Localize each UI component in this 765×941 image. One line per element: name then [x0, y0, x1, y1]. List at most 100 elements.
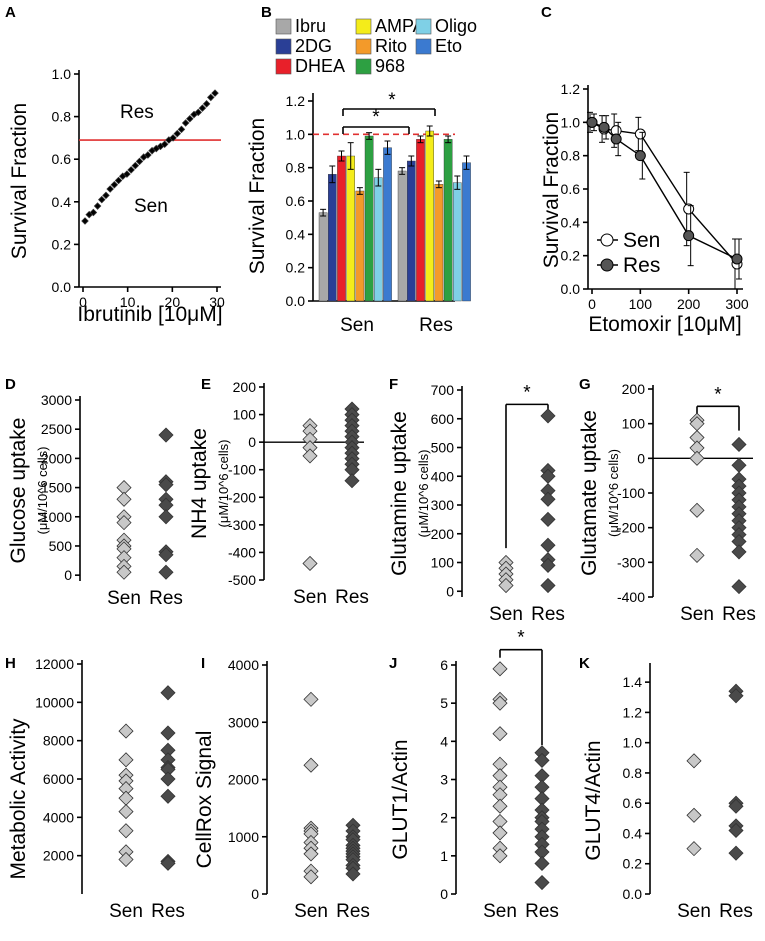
res-data-point	[540, 511, 556, 527]
y-tick-label: 1.2	[561, 81, 581, 97]
res-data-point	[160, 771, 176, 787]
category-label: Sen	[107, 588, 141, 609]
bar-ampa	[425, 130, 435, 302]
legend-marker	[600, 233, 614, 247]
res-data-point	[345, 866, 361, 882]
y-tick-label: 0	[251, 886, 259, 902]
category-label: Res	[719, 901, 753, 922]
y-tick-label: 200	[233, 379, 257, 395]
y-axis-label: Survival Fraction	[540, 112, 563, 268]
x-axis-label: Etomoxir [10μM]	[588, 313, 741, 336]
legend-label: Res	[623, 254, 660, 277]
category-label: Res	[531, 604, 565, 625]
legend-label: Oligo	[435, 16, 477, 36]
bar-oligo	[453, 182, 462, 302]
bar-968	[364, 135, 374, 302]
category-label: Sen	[293, 587, 327, 608]
res-data-point	[731, 544, 747, 560]
res-data-point	[534, 855, 550, 872]
data-point-res	[586, 116, 598, 128]
y-tick-label: 6	[440, 657, 448, 673]
panel-label: F	[389, 376, 398, 393]
legend-label: Ibru	[295, 16, 326, 36]
panel-e: E 200 100 0 -100 -200 -300 -400 -500 Sen Res NH4 up…	[188, 376, 369, 608]
data-point	[98, 195, 106, 204]
legend-label: 968	[375, 56, 405, 76]
res-data-point	[158, 477, 174, 493]
sen-data-point	[118, 752, 134, 768]
y-tick-label: 0.0	[52, 279, 72, 295]
y-tick-label: 1.0	[623, 735, 643, 751]
y-tick-label: 400	[431, 468, 455, 484]
panel-f: F 0 100 200 300 400 500 600 700 Sen Res Glutamine u…	[388, 376, 565, 625]
panel-label: E	[201, 376, 211, 393]
y-tick-label: 4000	[43, 809, 74, 825]
y-tick-label: 0.4	[286, 226, 306, 242]
y-axis-sublabel: (μM/10^6 cells)	[216, 440, 231, 528]
data-point	[202, 100, 211, 108]
y-axis-label: Survival Fraction	[8, 103, 31, 259]
data-point	[198, 104, 207, 112]
y-tick-label: -100	[228, 462, 256, 478]
legend-label: 2DG	[295, 36, 332, 56]
res-data-point	[160, 855, 176, 871]
res-data-point	[344, 473, 360, 489]
y-tick-label: 500	[49, 538, 73, 554]
panel-b: B Ibru AMPA Oligo 2DG Rito Eto DHEA 968 0.0 0.2 0.4…	[246, 4, 477, 336]
y-axis-label: GLUT1/Actin	[389, 739, 412, 859]
sen-data-point	[492, 798, 508, 814]
legend-swatch	[355, 18, 372, 35]
sen-data-point	[302, 555, 318, 572]
y-tick-label: -200	[228, 489, 256, 505]
data-point	[160, 140, 169, 149]
data-point	[186, 114, 194, 123]
res-data-point	[160, 685, 176, 701]
legend-marker	[600, 258, 614, 272]
x-tick-label: 0	[588, 296, 596, 312]
significance-marker: *	[388, 90, 396, 111]
y-tick-label: 100	[431, 555, 455, 571]
y-tick-label: 10000	[35, 694, 74, 710]
category-label: Sen	[340, 315, 374, 336]
legend-label: Rito	[375, 36, 407, 56]
res-data-point	[158, 547, 174, 563]
category-label: Sen	[109, 901, 143, 922]
data-point	[114, 176, 123, 185]
category-label: Sen	[677, 901, 711, 922]
data-point	[81, 217, 89, 225]
significance-marker: *	[714, 384, 722, 405]
y-tick-label: 0.0	[561, 281, 581, 297]
y-axis-sublabel: (μM/10^6 cells)	[606, 449, 621, 537]
y-tick-label: 600	[431, 411, 455, 427]
res-data-point	[158, 564, 174, 580]
x-axis-label: Ibrutinib [10μM]	[77, 303, 222, 326]
y-axis-sublabel: (μM/10^6 cells)	[416, 450, 431, 538]
x-tick-label: 300	[725, 296, 749, 312]
bar-dhea	[416, 139, 425, 302]
x-tick-label: 20	[165, 294, 181, 310]
data-point	[194, 108, 202, 117]
y-tick-label: 0	[637, 450, 645, 466]
res-data-point	[731, 457, 747, 473]
res-data-point	[540, 408, 556, 424]
data-point-res	[610, 133, 622, 145]
sen-data-point	[118, 804, 134, 820]
data-point-res	[731, 253, 743, 265]
data-point-sen	[634, 128, 646, 140]
sen-data-point	[116, 564, 132, 580]
y-tick-label: 0	[446, 583, 454, 599]
data-point-res	[683, 230, 695, 242]
data-point	[127, 166, 135, 174]
y-tick-label: 0	[248, 434, 256, 450]
category-label: Sen	[680, 604, 714, 625]
y-tick-label: 1.2	[286, 93, 306, 109]
res-data-point	[158, 509, 174, 525]
bar-ibru	[318, 212, 328, 302]
legend-swatch	[415, 38, 432, 55]
bar-oligo	[374, 177, 383, 302]
x-tick-label: 10	[120, 294, 136, 310]
sen-data-point	[118, 790, 134, 806]
y-tick-label: 0.8	[623, 765, 643, 781]
